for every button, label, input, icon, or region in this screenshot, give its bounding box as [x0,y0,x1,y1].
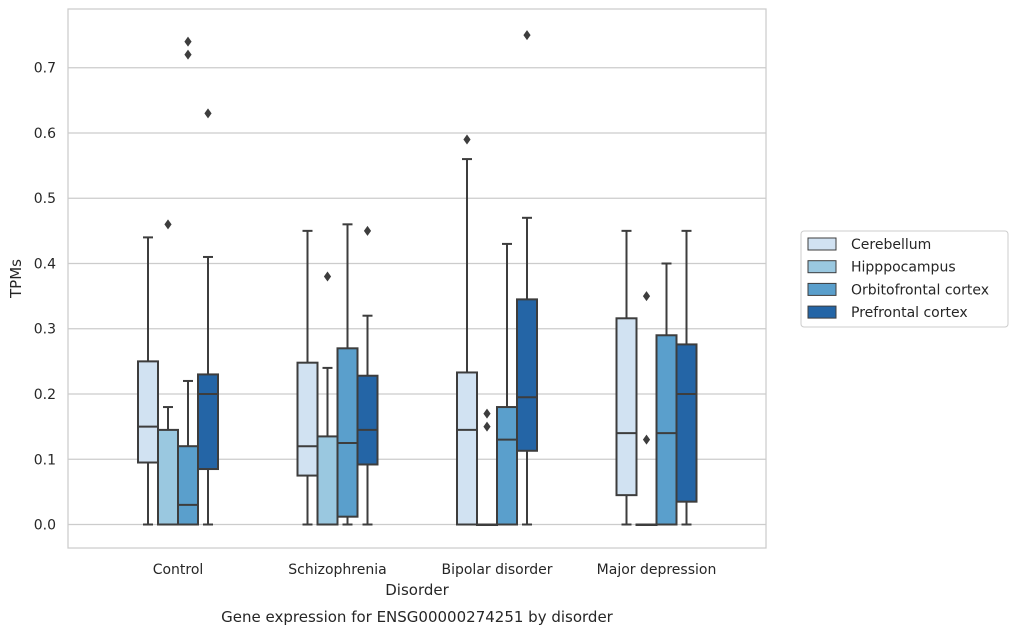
outlier-point [164,219,172,230]
x-tick-label: Bipolar disorder [441,562,552,578]
iqr-box [496,406,518,526]
y-tick-label: 0.3 [34,322,56,338]
box-1-3 [356,225,379,526]
iqr-box [177,445,199,526]
x-tick-label: Schizophrenia [288,562,386,578]
iqr-box [615,317,638,497]
y-tick-labels: 0.0 0.1 0.2 0.3 0.4 0.5 0.6 0.7 [34,61,56,534]
legend-swatch [807,237,837,251]
outlier-point [204,108,212,119]
outlier-point [483,408,491,419]
x-tick-label: Control [153,562,204,578]
outlier-point [184,49,192,60]
legend-swatch [807,305,837,319]
y-tick-label: 0.1 [34,452,56,468]
y-tick-label: 0.2 [34,387,56,403]
y-tick-label: 0.4 [34,256,56,272]
iqr-box [356,374,379,466]
legend-label: Prefrontal cortex [851,305,968,321]
box-3-0 [615,229,638,526]
y-tick-label: 0.0 [34,518,56,534]
iqr-box [197,373,219,471]
box-0-2 [177,36,199,526]
legend-frame [800,230,1009,328]
box-3-1 [635,291,658,527]
outlier-point [642,434,651,445]
outlier-point [523,30,531,41]
iqr-box [675,343,698,503]
outlier-point [463,134,471,145]
iqr-box [157,428,179,526]
y-axis-label: TPMs [7,259,25,299]
box-1-0 [296,229,319,526]
x-tick-labels: Control Schizophrenia Bipolar disorder Majo… [153,562,717,578]
iqr-box [137,360,159,464]
legend-swatch [807,260,837,274]
outlier-point [184,36,192,47]
legend-label: Cerebellum [851,237,931,253]
outlier-point [642,291,651,302]
iqr-box [316,435,339,526]
outlier-point [363,225,372,236]
box-0-3 [197,108,219,526]
iqr-box [516,298,538,452]
iqr-box [456,371,478,526]
box-0-0 [137,236,159,526]
iqr-box [296,361,319,477]
x-tick-label: Major depression [597,562,717,578]
y-tick-label: 0.7 [34,61,56,77]
y-tick-label: 0.6 [34,126,56,142]
boxes [137,30,698,527]
outlier-point [323,271,332,282]
outlier-point [483,421,491,432]
legend-label: Orbitofrontal cortex [851,282,989,298]
iqr-box [336,347,359,518]
box-2-2 [496,242,518,526]
box-3-3 [675,229,698,526]
y-tick-label: 0.5 [34,191,56,207]
box-2-0 [456,134,478,526]
legend-label: Hipppocampus [851,260,956,276]
x-axis-label: Disorder [385,581,449,599]
chart-title: Gene expression for ENSG00000274251 by d… [221,608,614,626]
plot-frame [67,8,767,549]
box-0-1 [157,219,179,526]
legend-swatch [807,282,837,296]
legend: Cerebellum Hipppocampus Orbitofrontal cort… [800,230,1009,328]
iqr-box [655,334,678,526]
box-2-3 [516,30,538,526]
